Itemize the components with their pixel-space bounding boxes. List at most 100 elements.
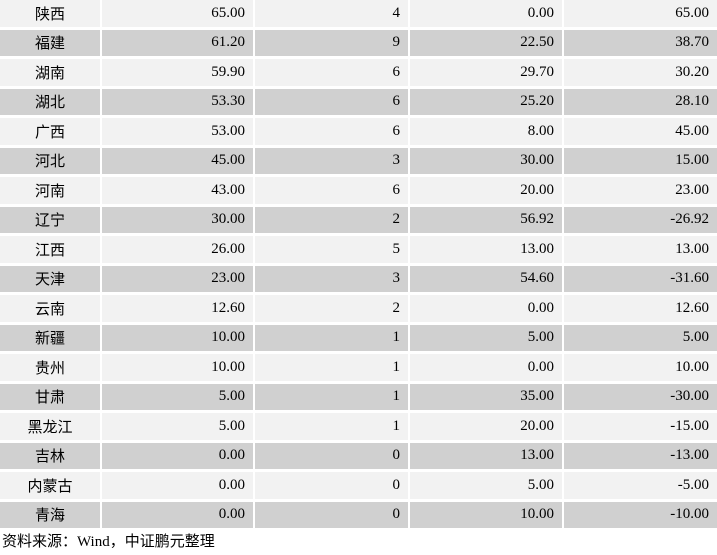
value-cell: 15.00 [564, 147, 717, 174]
value-cell: 45.00 [102, 147, 253, 174]
table-row: 广西 53.00 6 8.00 45.00 [0, 118, 717, 145]
value-cell: 12.60 [102, 295, 253, 322]
table-row: 福建 61.20 9 22.50 38.70 [0, 29, 717, 56]
value-cell: 35.00 [410, 383, 562, 410]
value-cell: 0.00 [102, 442, 253, 469]
value-cell: 10.00 [102, 354, 253, 381]
value-cell: 25.20 [410, 88, 562, 115]
value-cell: 13.00 [564, 236, 717, 263]
table-row: 青海 0.00 0 10.00 -10.00 [0, 501, 717, 528]
province-cell: 贵州 [0, 354, 100, 381]
value-cell: 0.00 [410, 0, 562, 27]
value-cell: 59.90 [102, 59, 253, 86]
table-row: 甘肃 5.00 1 35.00 -30.00 [0, 383, 717, 410]
value-cell: 23.00 [564, 177, 717, 204]
value-cell: 3 [255, 265, 408, 292]
value-cell: 0 [255, 442, 408, 469]
value-cell: -15.00 [564, 413, 717, 440]
value-cell: -13.00 [564, 442, 717, 469]
value-cell: 12.60 [564, 295, 717, 322]
value-cell: 0.00 [410, 354, 562, 381]
value-cell: 2 [255, 206, 408, 233]
value-cell: 4 [255, 0, 408, 27]
value-cell: 30.00 [102, 206, 253, 233]
value-cell: 20.00 [410, 177, 562, 204]
table-row: 湖南 59.90 6 29.70 30.20 [0, 59, 717, 86]
value-cell: 5.00 [564, 324, 717, 351]
value-cell: 56.92 [410, 206, 562, 233]
value-cell: 3 [255, 147, 408, 174]
value-cell: 13.00 [410, 236, 562, 263]
value-cell: 53.00 [102, 118, 253, 145]
province-cell: 云南 [0, 295, 100, 322]
table-row: 辽宁 30.00 2 56.92 -26.92 [0, 206, 717, 233]
value-cell: 0.00 [102, 472, 253, 499]
value-cell: 45.00 [564, 118, 717, 145]
province-cell: 内蒙古 [0, 472, 100, 499]
table-row: 天津 23.00 3 54.60 -31.60 [0, 265, 717, 292]
data-table: 陕西 65.00 4 0.00 65.00 福建 61.20 9 22.50 38.70 湖南 59.… [0, 0, 717, 528]
value-cell: 1 [255, 413, 408, 440]
value-cell: 6 [255, 88, 408, 115]
table-row: 新疆 10.00 1 5.00 5.00 [0, 324, 717, 351]
value-cell: 23.00 [102, 265, 253, 292]
value-cell: 2 [255, 295, 408, 322]
value-cell: 26.00 [102, 236, 253, 263]
province-cell: 辽宁 [0, 206, 100, 233]
province-cell: 新疆 [0, 324, 100, 351]
province-cell: 广西 [0, 118, 100, 145]
value-cell: 5 [255, 236, 408, 263]
value-cell: 6 [255, 177, 408, 204]
value-cell: 6 [255, 59, 408, 86]
table-row: 河南 43.00 6 20.00 23.00 [0, 177, 717, 204]
value-cell: 61.20 [102, 29, 253, 56]
value-cell: 65.00 [564, 0, 717, 27]
province-cell: 天津 [0, 265, 100, 292]
province-cell: 江西 [0, 236, 100, 263]
value-cell: 22.50 [410, 29, 562, 56]
value-cell: 6 [255, 118, 408, 145]
table-row: 贵州 10.00 1 0.00 10.00 [0, 354, 717, 381]
province-cell: 青海 [0, 501, 100, 528]
table-row: 云南 12.60 2 0.00 12.60 [0, 295, 717, 322]
value-cell: 10.00 [564, 354, 717, 381]
province-cell: 河北 [0, 147, 100, 174]
value-cell: 0 [255, 501, 408, 528]
province-cell: 甘肃 [0, 383, 100, 410]
province-cell: 福建 [0, 29, 100, 56]
value-cell: -10.00 [564, 501, 717, 528]
table-row: 吉林 0.00 0 13.00 -13.00 [0, 442, 717, 469]
value-cell: 10.00 [410, 501, 562, 528]
value-cell: -5.00 [564, 472, 717, 499]
value-cell: 29.70 [410, 59, 562, 86]
value-cell: 0 [255, 472, 408, 499]
value-cell: 1 [255, 383, 408, 410]
table-row: 内蒙古 0.00 0 5.00 -5.00 [0, 472, 717, 499]
province-cell: 湖北 [0, 88, 100, 115]
value-cell: 5.00 [102, 413, 253, 440]
value-cell: 13.00 [410, 442, 562, 469]
value-cell: 28.10 [564, 88, 717, 115]
value-cell: 0.00 [102, 501, 253, 528]
value-cell: 1 [255, 354, 408, 381]
value-cell: 38.70 [564, 29, 717, 56]
value-cell: 65.00 [102, 0, 253, 27]
value-cell: 54.60 [410, 265, 562, 292]
value-cell: 5.00 [410, 324, 562, 351]
table-row: 湖北 53.30 6 25.20 28.10 [0, 88, 717, 115]
province-cell: 湖南 [0, 59, 100, 86]
table-row: 河北 45.00 3 30.00 15.00 [0, 147, 717, 174]
province-cell: 吉林 [0, 442, 100, 469]
province-cell: 黑龙江 [0, 413, 100, 440]
table-row: 黑龙江 5.00 1 20.00 -15.00 [0, 413, 717, 440]
value-cell: -31.60 [564, 265, 717, 292]
value-cell: 43.00 [102, 177, 253, 204]
value-cell: 5.00 [102, 383, 253, 410]
value-cell: 9 [255, 29, 408, 56]
value-cell: -30.00 [564, 383, 717, 410]
value-cell: 0.00 [410, 295, 562, 322]
value-cell: 30.00 [410, 147, 562, 174]
value-cell: 8.00 [410, 118, 562, 145]
table-row: 江西 26.00 5 13.00 13.00 [0, 236, 717, 263]
value-cell: 53.30 [102, 88, 253, 115]
